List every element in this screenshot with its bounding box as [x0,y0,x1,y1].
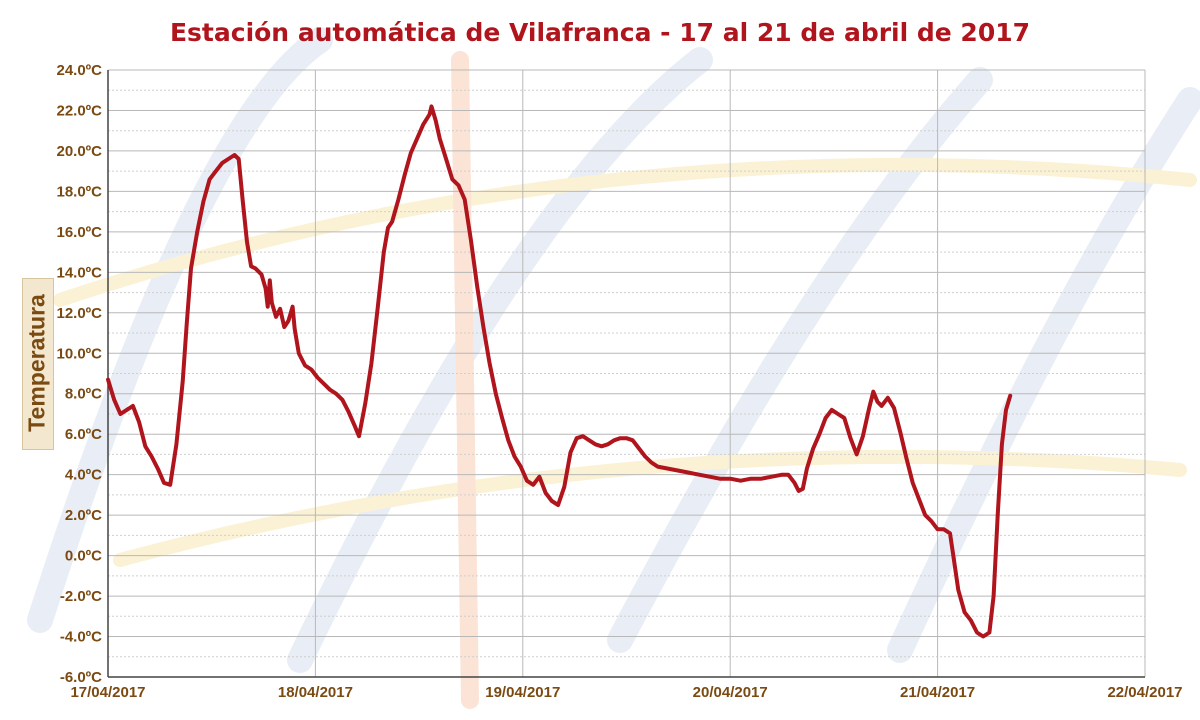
grid-layer [107,69,1146,678]
y-tick-label: 20.0ºC [56,143,102,160]
x-tick-label: 20/04/2017 [693,684,768,701]
y-tick-label: 12.0ºC [56,305,102,322]
y-tick-label: 14.0ºC [56,264,102,281]
y-tick-label: 2.0ºC [65,507,102,524]
x-tick-label: 19/04/2017 [485,684,560,701]
temperature-series-line [106,104,1013,639]
y-tick-label: 10.0ºC [56,345,102,362]
y-tick-label: 4.0ºC [65,467,102,484]
y-tick-label: -6.0ºC [60,669,102,686]
y-tick-label: -2.0ºC [60,588,102,605]
y-axis-label-box [22,278,54,450]
x-tick-label: 22/04/2017 [1107,684,1182,701]
y-tick-label: 16.0ºC [56,224,102,241]
x-tick-label: 21/04/2017 [900,684,975,701]
x-tick-labels: 17/04/2017 18/04/2017 19/04/2017 20/04/2017… [70,684,1182,701]
chart-title: Estación automática de Vilafranca - 17 a… [169,18,1031,47]
y-tick-label: 24.0ºC [56,62,102,79]
y-tick-label: -4.0ºC [60,629,102,646]
series-layer [106,104,1013,639]
y-tick-labels: 24.0ºC 22.0ºC 20.0ºC 18.0ºC 16.0ºC 14.0ºC 12.0… [56,62,102,686]
y-tick-label: 8.0ºC [65,386,102,403]
y-tick-label: 0.0ºC [65,548,102,565]
y-tick-label: 22.0ºC [56,102,102,119]
y-tick-label: 6.0ºC [65,426,102,443]
x-tick-label: 17/04/2017 [70,684,145,701]
x-tick-label: 18/04/2017 [278,684,353,701]
y-tick-label: 18.0ºC [56,183,102,200]
